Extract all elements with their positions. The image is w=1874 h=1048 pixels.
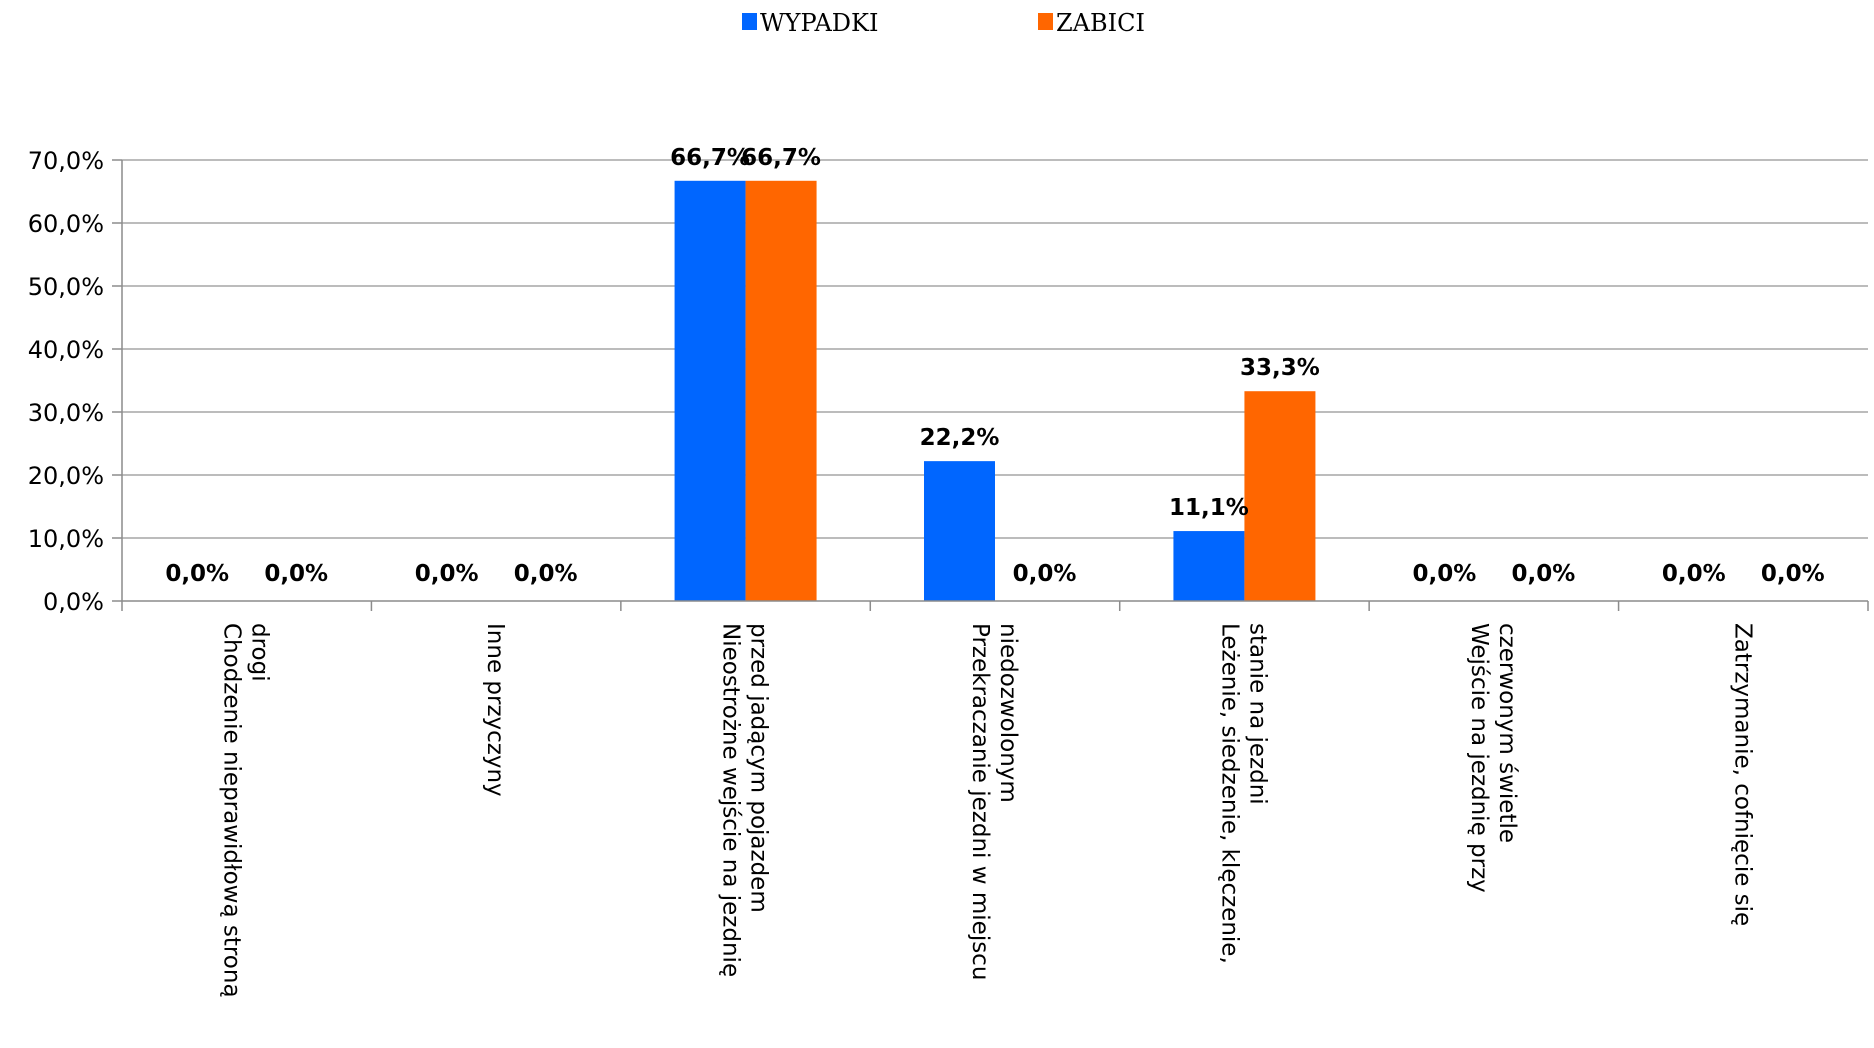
x-tick-label-1: Chodzenie nieprawidłową stronądrogi bbox=[219, 623, 273, 998]
x-tick-label-4: Przekraczanie jezdni w miejscuniedozwolo… bbox=[967, 623, 1021, 980]
y-tick-label: 60,0% bbox=[28, 210, 104, 238]
bars bbox=[674, 180, 1316, 602]
y-tick-label: 0,0% bbox=[43, 588, 104, 616]
bar-wypadki-3 bbox=[674, 180, 746, 602]
y-tick-label: 30,0% bbox=[28, 399, 104, 427]
data-label-zabici-2: 0,0% bbox=[514, 561, 578, 587]
data-label-wypadki-4: 22,2% bbox=[920, 425, 1000, 451]
data-label-zabici-4: 0,0% bbox=[1013, 561, 1077, 587]
data-label-wypadki-3: 66,7% bbox=[670, 145, 750, 171]
legend-label-2: ZABICI bbox=[1056, 9, 1145, 37]
bar-wypadki-4 bbox=[924, 461, 995, 601]
y-tick-label: 70,0% bbox=[28, 147, 104, 175]
legend-swatch-2 bbox=[1038, 13, 1053, 30]
x-tick-label-7: Zatrzymanie, cofnięcie się bbox=[1729, 623, 1755, 926]
data-label-zabici-7: 0,0% bbox=[1761, 561, 1825, 587]
x-tick-label-2: Inne przyczyny bbox=[482, 623, 508, 797]
data-label-zabici-6: 0,0% bbox=[1511, 561, 1575, 587]
y-axis-ticks: 0,0% 10,0% 20,0% 30,0% 40,0% 50,0% 60,0% 70,0% bbox=[28, 147, 122, 616]
x-tick-label-6: Wejście na jezdnię przyczerwonym świetle bbox=[1466, 623, 1520, 893]
data-label-wypadki-1: 0,0% bbox=[165, 561, 229, 587]
x-axis-ticks: Chodzenie nieprawidłową stronądrogi Inne … bbox=[219, 623, 1756, 998]
bar-wypadki-5 bbox=[1173, 531, 1245, 601]
legend: WYPADKI ZABICI bbox=[742, 9, 1145, 37]
axes bbox=[121, 160, 1869, 611]
x-tick-label-3: Nieostrożne wejście na jezdnięprzed jadą… bbox=[718, 623, 772, 977]
data-label-zabici-3: 66,7% bbox=[741, 145, 821, 171]
bar-zabici-5 bbox=[1244, 391, 1316, 601]
y-tick-label: 40,0% bbox=[28, 336, 104, 364]
data-labels: 0,0% 0,0% 66,7% 22,2% 11,1% 0,0% 0,0% 0,0% 0,0% 6… bbox=[165, 145, 1824, 587]
data-label-wypadki-5: 11,1% bbox=[1169, 495, 1249, 521]
y-tick-label: 50,0% bbox=[28, 273, 104, 301]
data-label-zabici-1: 0,0% bbox=[264, 561, 328, 587]
data-label-wypadki-2: 0,0% bbox=[415, 561, 479, 587]
y-tick-label: 20,0% bbox=[28, 462, 104, 490]
y-tick-label: 10,0% bbox=[28, 525, 104, 553]
bar-zabici-3 bbox=[745, 180, 817, 602]
data-label-zabici-5: 33,3% bbox=[1240, 355, 1320, 381]
legend-label-1: WYPADKI bbox=[760, 9, 878, 37]
x-tick-label-5: Leżenie, siedzenie, klęczenie,stanie na … bbox=[1216, 623, 1270, 964]
legend-swatch-1 bbox=[742, 13, 757, 30]
gridlines bbox=[122, 159, 1868, 539]
data-label-wypadki-7: 0,0% bbox=[1662, 561, 1726, 587]
data-label-wypadki-6: 0,0% bbox=[1412, 561, 1476, 587]
